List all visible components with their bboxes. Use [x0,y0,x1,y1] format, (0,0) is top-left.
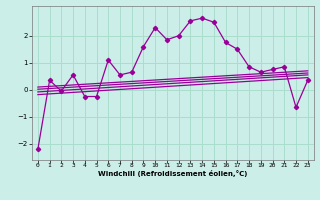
X-axis label: Windchill (Refroidissement éolien,°C): Windchill (Refroidissement éolien,°C) [98,170,247,177]
